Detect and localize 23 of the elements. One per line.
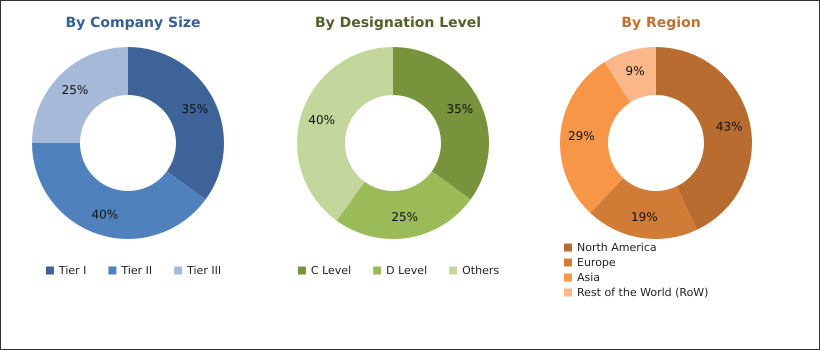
data-label: 40% [308, 112, 336, 127]
legend-label: North America [577, 241, 657, 254]
legend-label: C Level [310, 264, 352, 277]
legend-label: Europe [577, 256, 616, 269]
legend-label: Asia [577, 271, 600, 284]
data-label: 19% [630, 210, 658, 224]
legend-label: Tier I [58, 264, 86, 277]
data-label: 29% [568, 128, 595, 143]
legend-label: Tier II [120, 264, 152, 277]
chart-title: By Company Size [65, 15, 201, 31]
data-label: 40% [91, 207, 118, 222]
data-label: 35% [446, 102, 474, 116]
chart-title: By Designation Level [314, 15, 482, 31]
chart-title: By Region [621, 15, 701, 31]
data-label: 43% [716, 120, 743, 134]
legend-label: D Level [386, 264, 428, 277]
data-label: 35% [181, 102, 208, 116]
legend-label: Others [462, 264, 500, 277]
legend-label: Rest of the World (RoW) [577, 286, 708, 299]
legend-label: Tier III [186, 264, 222, 277]
data-label: 25% [391, 210, 418, 224]
data-label: 25% [62, 82, 88, 97]
data-label: 9% [626, 64, 645, 78]
